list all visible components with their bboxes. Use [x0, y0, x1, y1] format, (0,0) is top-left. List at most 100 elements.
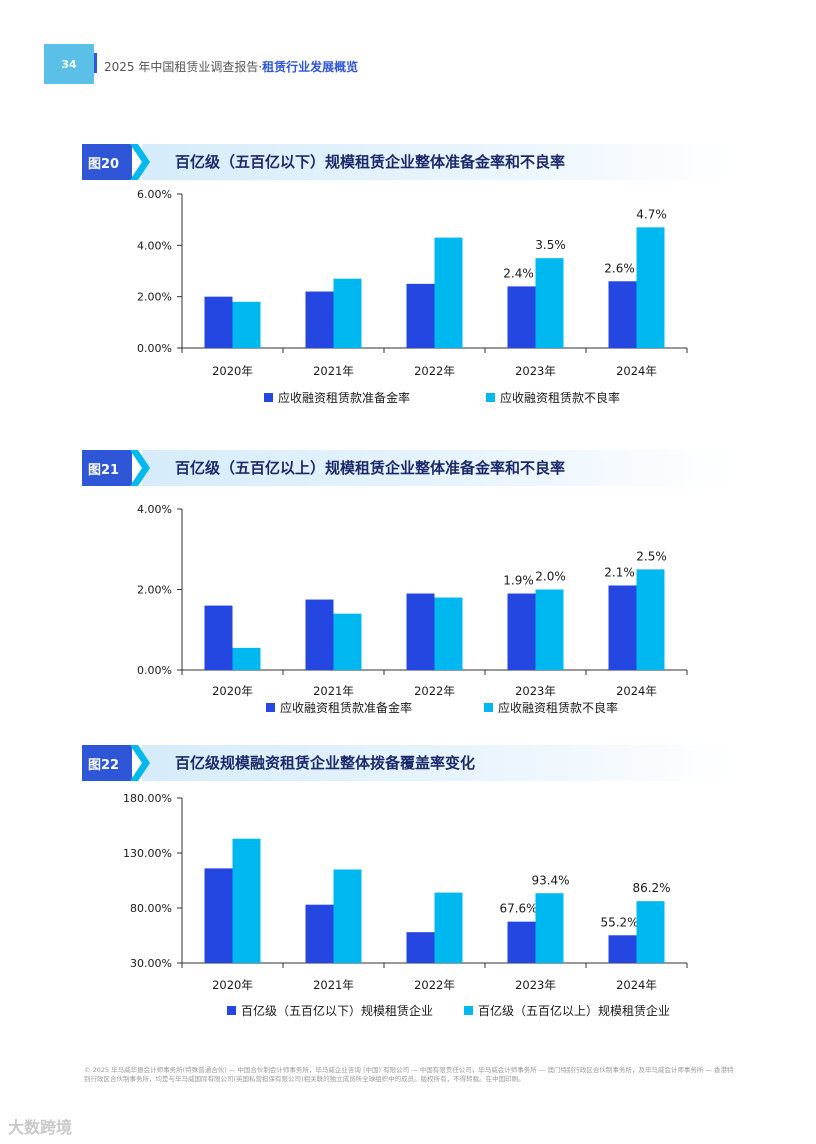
y-tick-label: 6.00%	[137, 188, 172, 201]
legend-swatch	[484, 703, 493, 712]
bar	[333, 869, 362, 963]
bar	[535, 589, 564, 670]
bar	[406, 283, 435, 348]
y-tick-label: 0.00%	[137, 342, 172, 355]
bar	[305, 291, 334, 348]
y-tick-label: 0.00%	[137, 664, 172, 677]
x-tick-label: 2023年	[515, 684, 556, 698]
bar	[507, 286, 536, 348]
data-label: 2.4%	[503, 266, 534, 280]
data-label: 4.7%	[636, 207, 667, 221]
bar	[608, 585, 637, 670]
x-tick-label: 2024年	[616, 364, 657, 378]
data-label: 55.2%	[600, 915, 638, 929]
y-tick-label: 180.00%	[123, 792, 172, 805]
figure-20-header: 图20 百亿级（五百亿以下）规模租赁企业整体准备金率和不良率	[82, 144, 732, 180]
y-tick-label: 30.00%	[130, 957, 172, 970]
x-tick-label: 2022年	[414, 978, 455, 992]
data-label: 67.6%	[499, 902, 537, 916]
report-header: 2025 年中国租赁业调查报告·租赁行业发展概览	[104, 58, 358, 75]
figure-tag: 图21	[82, 450, 132, 486]
figure-tag: 图20	[82, 144, 132, 180]
x-tick-label: 2020年	[212, 978, 253, 992]
x-tick-label: 2022年	[414, 684, 455, 698]
figure-tag: 图22	[82, 745, 132, 781]
bar	[305, 904, 334, 963]
x-tick-label: 2024年	[616, 684, 657, 698]
bar	[406, 593, 435, 670]
figure-header-band	[142, 745, 732, 781]
copyright-footer: © 2025 毕马威华振会计师事务所(特殊普通合伙) — 中国合伙制会计师事务所…	[84, 1066, 734, 1083]
data-label: 3.5%	[535, 238, 566, 252]
section-title: 租赁行业发展概览	[262, 60, 359, 74]
y-tick-label: 130.00%	[123, 847, 172, 860]
x-tick-label: 2021年	[313, 364, 354, 378]
legend-swatch	[464, 1006, 473, 1015]
figure-header-band	[142, 144, 732, 180]
y-tick-label: 4.00%	[137, 239, 172, 252]
header-divider	[94, 53, 97, 73]
data-label: 93.4%	[531, 873, 569, 887]
bar	[636, 569, 665, 670]
bar	[204, 868, 233, 963]
x-tick-label: 2020年	[212, 684, 253, 698]
bar	[333, 278, 362, 348]
legend-label: 应收融资租赁款不良率	[500, 390, 620, 405]
figure-22-header: 图22 百亿级规模融资租赁企业整体拨备覆盖率变化	[82, 745, 732, 781]
bar	[636, 901, 665, 963]
watermark: 大数跨境	[8, 1114, 72, 1138]
legend-label: 应收融资租赁款准备金率	[278, 390, 410, 405]
chart-figure-21: 0.00% 2.00% 4.00% 2020年 2021年 2022年 2023年 2024年…	[137, 503, 688, 715]
bar	[636, 227, 665, 348]
data-label: 2.1%	[604, 565, 635, 579]
bar	[507, 593, 536, 670]
data-label: 2.0%	[535, 570, 566, 584]
y-tick-label: 80.00%	[130, 902, 172, 915]
figure-title: 百亿级（五百亿以上）规模租赁企业整体准备金率和不良率	[175, 459, 566, 477]
chart-figure-20: 0.00% 2.00% 4.00% 6.00% 2020年 2021年 2022年 2023年…	[137, 188, 688, 405]
bar	[608, 281, 637, 348]
chevron-icon	[130, 450, 150, 486]
page-number: 34	[44, 44, 94, 84]
x-tick-label: 2023年	[515, 978, 556, 992]
chevron-icon	[130, 144, 150, 180]
legend-swatch	[486, 393, 495, 402]
x-tick-label: 2024年	[616, 978, 657, 992]
bar	[406, 932, 435, 963]
data-label: 86.2%	[632, 881, 670, 895]
legend-swatch	[264, 393, 273, 402]
bar	[204, 296, 233, 348]
bar	[535, 258, 564, 348]
data-label: 2.6%	[604, 261, 635, 275]
x-tick-label: 2023年	[515, 364, 556, 378]
chart-figure-22: 30.00% 80.00% 130.00% 180.00% 2020年 2021年 2022…	[123, 792, 688, 1018]
bar	[333, 613, 362, 670]
legend-label: 应收融资租赁款不良率	[498, 700, 618, 715]
figure-header-band	[142, 450, 732, 486]
watermark-text: 大数跨境	[8, 1118, 73, 1137]
page-number-text: 34	[61, 57, 77, 71]
bar	[232, 838, 261, 963]
x-tick-label: 2020年	[212, 364, 253, 378]
bar	[434, 237, 463, 348]
data-label: 1.9%	[503, 574, 534, 588]
bar	[305, 599, 334, 670]
y-tick-label: 2.00%	[137, 291, 172, 304]
y-tick-label: 4.00%	[137, 503, 172, 516]
bar	[434, 892, 463, 963]
bar	[608, 935, 637, 963]
legend-label: 应收融资租赁款准备金率	[280, 700, 412, 715]
bar	[507, 921, 536, 963]
figure-21-header: 图21 百亿级（五百亿以上）规模租赁企业整体准备金率和不良率	[82, 450, 732, 486]
figure-title: 百亿级（五百亿以下）规模租赁企业整体准备金率和不良率	[175, 153, 566, 171]
x-tick-label: 2021年	[313, 978, 354, 992]
x-tick-label: 2021年	[313, 684, 354, 698]
y-tick-label: 2.00%	[137, 584, 172, 597]
x-tick-label: 2022年	[414, 364, 455, 378]
bar	[232, 647, 261, 670]
legend-swatch	[227, 1006, 236, 1015]
bar	[204, 605, 233, 670]
data-label: 2.5%	[636, 549, 667, 563]
bar	[232, 301, 261, 348]
bar	[535, 893, 564, 963]
